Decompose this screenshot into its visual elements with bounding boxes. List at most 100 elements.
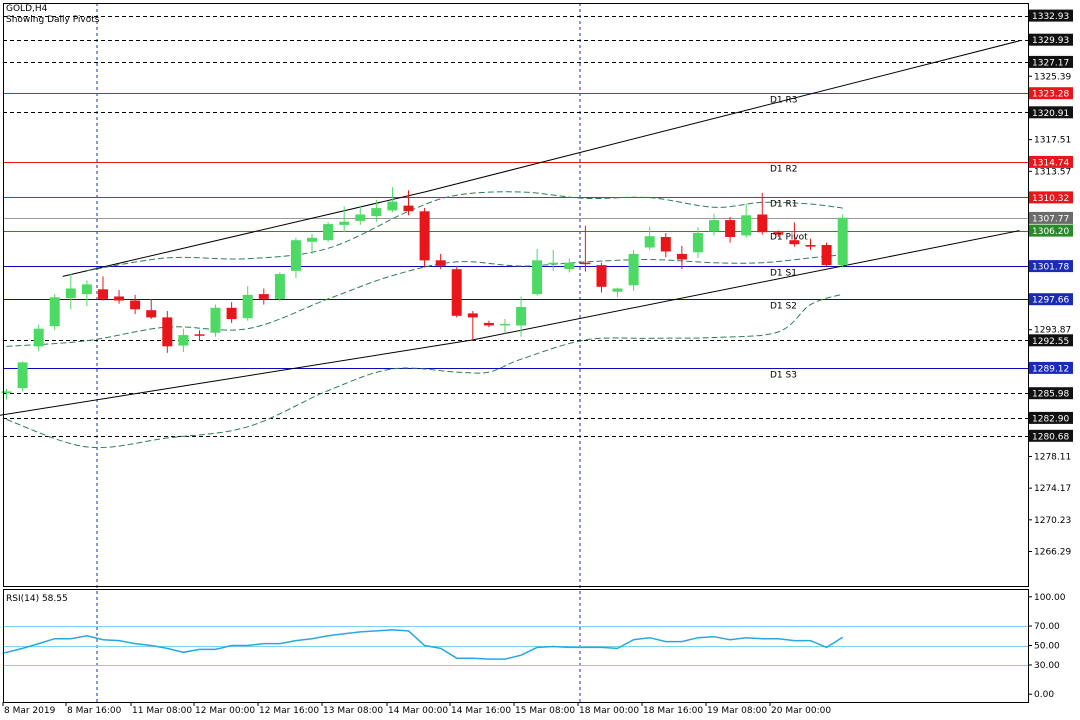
candle-body-36 [580,262,591,265]
pivot-label-0: D1 R3 [770,96,798,106]
candle-body-9 [146,310,157,318]
candle-body-6 [98,289,108,299]
time-tick-label-6: 14 Mar 00:00 [388,706,448,716]
candle-body-14 [226,307,237,320]
price-tag-label-10: 1297.66 [1032,296,1069,306]
candle-body-2 [33,328,44,347]
price-tag-11: 1292.55 [1029,334,1073,347]
price-tag-label-2: 1327.17 [1032,58,1069,68]
rsi-axis: 100.00 70.00 50.00 30.00 0.00 [1028,593,1066,700]
price-tag-box-6 [1029,191,1073,204]
price-tag-box-9 [1029,260,1073,273]
price-tag-label-11: 1292.55 [1032,337,1069,347]
rsi-tick-label-3: 30.00 [1034,661,1060,671]
candle-44 [709,213,719,236]
rsi-tick-label-0: 100.00 [1034,593,1066,603]
price-tag-label-5: 1314.74 [1032,158,1069,168]
candle-body-34 [548,262,559,265]
candle-41 [660,232,671,258]
price-tag-box-14 [1029,411,1073,424]
time-tick-label-3: 12 Mar 00:00 [195,706,255,716]
candle-2 [33,324,44,352]
price-tag-label-0: 1332.93 [1032,12,1069,22]
candle-body-25 [403,205,414,212]
candle-body-45 [725,220,736,237]
candle-51 [821,242,832,266]
candle-body-16 [258,294,269,299]
price-tick-label-8: 1313.57 [1034,167,1071,177]
candle-body-30 [483,323,494,326]
candle-46 [741,204,752,238]
time-tick-label-8: 15 Mar 08:00 [515,706,575,716]
price-tag-3: 1323.28 [1029,87,1073,100]
candle-body-39 [628,253,639,286]
candle-body-43 [692,233,703,253]
time-tick-label-7: 14 Mar 16:00 [451,706,511,716]
rsi-panel [2,626,1028,666]
candle-body-22 [355,214,366,221]
price-tag-box-3 [1029,87,1073,100]
candle-47 [757,192,768,235]
candle-body-0 [1,391,12,393]
price-tag-label-7: 1307.77 [1032,214,1069,224]
candle-15 [242,286,253,321]
candle-50 [805,238,816,250]
pivot-label-4: D1 S1 [770,269,797,279]
candle-5 [81,280,92,307]
rsi-tick-label-1: 70.00 [1034,622,1060,632]
vertical-grid [96,3,581,702]
price-tag-box-1 [1029,33,1073,46]
price-tag-6: 1310.32 [1029,191,1073,204]
candle-body-42 [676,253,687,260]
candle-body-50 [805,245,816,247]
candle-20 [323,221,334,242]
candle-body-23 [371,208,382,217]
price-tag-label-13: 1285.98 [1032,390,1069,400]
candle-body-48 [773,232,784,235]
pivot-label-6: D1 S3 [770,371,797,381]
price-tag-box-5 [1029,155,1073,168]
trend-channel [0,40,1020,416]
price-tag-box-4 [1029,106,1073,119]
time-tick-label-1: 8 Mar 16:00 [67,706,122,716]
price-tag-box-0 [1029,9,1073,22]
price-tag-9: 1301.78 [1029,260,1073,273]
candle-body-7 [114,296,125,301]
pivot-label-2: D1 R1 [770,200,798,210]
candle-8 [130,294,141,315]
candle-body-10 [162,317,173,347]
candle-body-32 [516,307,527,326]
candle-body-20 [323,224,334,241]
candle-16 [258,288,269,305]
price-tick-label-3: 1325.39 [1034,72,1071,82]
price-tag-0: 1332.93 [1029,9,1073,22]
price-tag-4: 1320.91 [1029,106,1073,119]
price-tag-13: 1285.98 [1029,387,1073,400]
candle-22 [355,205,366,225]
candle-26 [419,208,430,268]
candle-11 [178,328,189,352]
time-tick-label-11: 19 Mar 08:00 [707,706,767,716]
candle-body-37 [596,265,607,287]
candle-body-29 [467,313,478,318]
ma-lower-band [6,293,843,448]
price-tag-8: 1306.20 [1029,224,1073,237]
price-tag-label-1: 1329.93 [1032,36,1069,46]
candle-body-17 [274,274,285,299]
price-panel-frame [3,3,1029,587]
candle-23 [371,200,382,222]
price-tag-label-12: 1289.12 [1032,364,1069,374]
candle-14 [226,302,237,324]
price-tag-box-8 [1029,224,1073,237]
pivot-label-5: D1 S2 [770,302,797,312]
candle-13 [210,304,221,337]
indicator-label: Showing Daily Pivots [6,15,100,25]
candle-body-47 [757,214,768,233]
candle-38 [612,287,623,298]
price-tag-label-9: 1301.78 [1032,263,1069,273]
ma-upper-band [86,191,843,272]
candle-36 [580,225,591,272]
price-tick-label-6: 1317.51 [1034,136,1071,146]
candle-6 [98,276,108,301]
candle-body-46 [741,215,752,236]
